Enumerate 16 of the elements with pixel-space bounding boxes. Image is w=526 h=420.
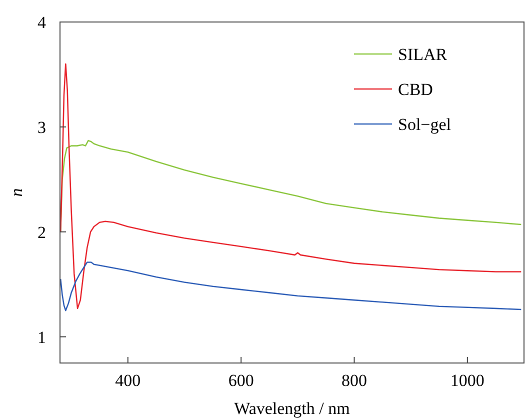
line-series [60, 63, 522, 310]
y-axis-title: n [7, 188, 26, 197]
y-tick-label: 1 [38, 328, 46, 347]
x-tick-label: 1000 [450, 371, 484, 390]
x-tick-label: 600 [228, 371, 254, 390]
y-tick-label: 2 [38, 222, 46, 242]
y-tick-label: 3 [38, 118, 46, 137]
x-tick-label: 800 [341, 371, 367, 390]
line-series [60, 262, 522, 312]
x-tick-label: 400 [115, 371, 141, 390]
legend-label: CBD [398, 80, 433, 99]
y-tick-label: 4 [38, 13, 46, 32]
legend-label: SILAR [398, 45, 448, 64]
legend-label: Sol−gel [398, 115, 452, 134]
x-axis-title: Wavelength / nm [234, 399, 350, 418]
line-series [60, 140, 522, 232]
